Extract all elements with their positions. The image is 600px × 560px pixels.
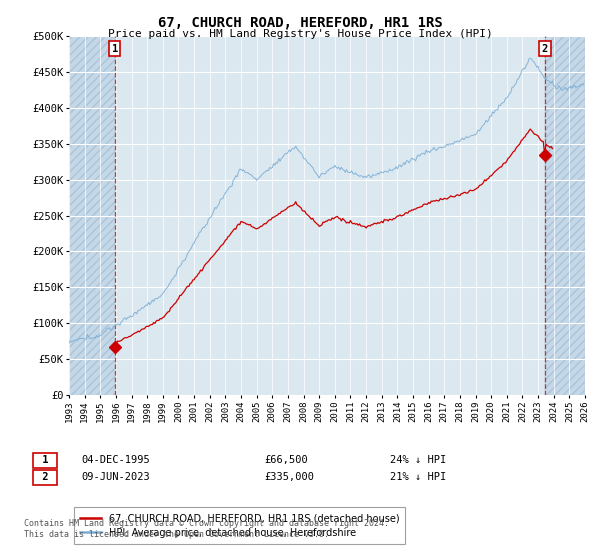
Text: Contains HM Land Registry data © Crown copyright and database right 2024.
This d: Contains HM Land Registry data © Crown c… bbox=[24, 520, 389, 539]
Text: 09-JUN-2023: 09-JUN-2023 bbox=[81, 472, 150, 482]
Bar bbox=[545, 36, 585, 395]
Text: 04-DEC-1995: 04-DEC-1995 bbox=[81, 455, 150, 465]
Text: 21% ↓ HPI: 21% ↓ HPI bbox=[390, 472, 446, 482]
Text: 2: 2 bbox=[542, 44, 548, 54]
Bar bbox=[69, 36, 115, 395]
Text: 1: 1 bbox=[112, 44, 118, 54]
Bar bbox=[545, 36, 585, 395]
Bar bbox=[69, 36, 115, 395]
Text: 1: 1 bbox=[35, 455, 55, 465]
Text: 24% ↓ HPI: 24% ↓ HPI bbox=[390, 455, 446, 465]
Text: Price paid vs. HM Land Registry's House Price Index (HPI): Price paid vs. HM Land Registry's House … bbox=[107, 29, 493, 39]
Text: £335,000: £335,000 bbox=[264, 472, 314, 482]
Text: £66,500: £66,500 bbox=[264, 455, 308, 465]
Text: 67, CHURCH ROAD, HEREFORD, HR1 1RS: 67, CHURCH ROAD, HEREFORD, HR1 1RS bbox=[158, 16, 442, 30]
Text: 2: 2 bbox=[35, 472, 55, 482]
Legend: 67, CHURCH ROAD, HEREFORD, HR1 1RS (detached house), HPI: Average price, detache: 67, CHURCH ROAD, HEREFORD, HR1 1RS (deta… bbox=[74, 507, 406, 544]
